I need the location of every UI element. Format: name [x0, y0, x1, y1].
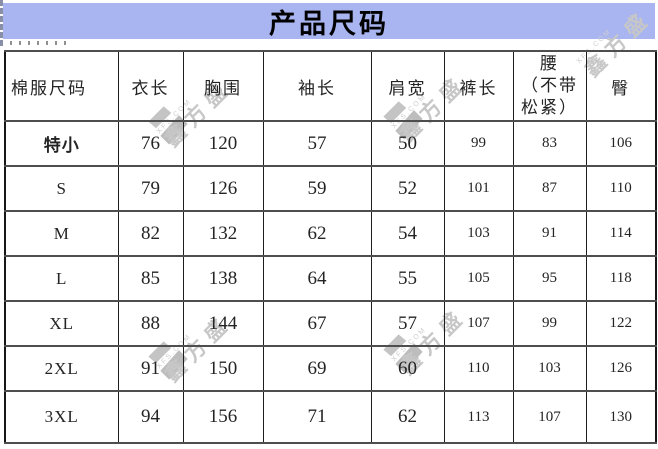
- crop-artifact: [10, 41, 68, 45]
- value-cell: 60: [370, 345, 445, 392]
- value-cell: 107: [512, 390, 587, 444]
- value-cell: 126: [585, 345, 657, 392]
- table-body: 特小 76 120 57 50 99 83 106 S 79 126 59 52 101 87 110 M 82 1…: [4, 120, 657, 444]
- value-cell: 54: [370, 210, 445, 257]
- size-label-cell: M: [4, 210, 119, 257]
- value-cell: 67: [262, 300, 372, 347]
- column-header: 裤长: [443, 50, 514, 122]
- size-label-cell: 3XL: [4, 390, 119, 444]
- value-cell: 69: [262, 345, 372, 392]
- column-header: 衣长: [117, 50, 184, 122]
- value-cell: 88: [117, 300, 184, 347]
- value-cell: 138: [182, 255, 264, 302]
- value-cell: 85: [117, 255, 184, 302]
- value-cell: 99: [512, 300, 587, 347]
- size-label-cell: L: [4, 255, 119, 302]
- value-cell: 62: [370, 390, 445, 444]
- value-cell: 103: [443, 210, 514, 257]
- value-cell: 105: [443, 255, 514, 302]
- value-cell: 79: [117, 165, 184, 212]
- table-row: S 79 126 59 52 101 87 110: [4, 165, 657, 212]
- column-header: 腰 （不带 松紧）: [512, 50, 587, 122]
- value-cell: 59: [262, 165, 372, 212]
- value-cell: 126: [182, 165, 264, 212]
- column-header: 臀: [585, 50, 657, 122]
- column-header: 袖长: [262, 50, 372, 122]
- size-label-cell: S: [4, 165, 119, 212]
- size-label-cell: 2XL: [4, 345, 119, 392]
- column-header: 肩宽: [370, 50, 445, 122]
- size-label-cell: 特小: [4, 120, 119, 167]
- value-cell: 99: [443, 120, 514, 167]
- value-cell: 57: [370, 300, 445, 347]
- value-cell: 76: [117, 120, 184, 167]
- value-cell: 94: [117, 390, 184, 444]
- title-banner: 产品尺码: [3, 3, 655, 39]
- value-cell: 91: [512, 210, 587, 257]
- column-header: 胸围: [182, 50, 264, 122]
- value-cell: 83: [512, 120, 587, 167]
- value-cell: 132: [182, 210, 264, 257]
- value-cell: 130: [585, 390, 657, 444]
- table-row: L 85 138 64 55 105 95 118: [4, 255, 657, 302]
- value-cell: 87: [512, 165, 587, 212]
- value-cell: 113: [443, 390, 514, 444]
- value-cell: 120: [182, 120, 264, 167]
- value-cell: 52: [370, 165, 445, 212]
- value-cell: 156: [182, 390, 264, 444]
- size-chart-table: 棉服尺码 衣长 胸围 袖长 肩宽 裤长腰 （不带 松紧）臀 特小 76 120 57 50 99 83…: [4, 50, 657, 444]
- value-cell: 144: [182, 300, 264, 347]
- value-cell: 114: [585, 210, 657, 257]
- value-cell: 57: [262, 120, 372, 167]
- value-cell: 110: [585, 165, 657, 212]
- table-row: 特小 76 120 57 50 99 83 106: [4, 120, 657, 167]
- value-cell: 122: [585, 300, 657, 347]
- value-cell: 107: [443, 300, 514, 347]
- value-cell: 55: [370, 255, 445, 302]
- value-cell: 64: [262, 255, 372, 302]
- value-cell: 110: [443, 345, 514, 392]
- column-header: 棉服尺码: [4, 50, 119, 122]
- value-cell: 71: [262, 390, 372, 444]
- table-row: M 82 132 62 54 103 91 114: [4, 210, 657, 257]
- value-cell: 150: [182, 345, 264, 392]
- left-dashed-edge: [0, 0, 3, 46]
- header-row: 棉服尺码 衣长 胸围 袖长 肩宽 裤长腰 （不带 松紧）臀: [4, 50, 657, 122]
- value-cell: 82: [117, 210, 184, 257]
- value-cell: 101: [443, 165, 514, 212]
- value-cell: 50: [370, 120, 445, 167]
- table-row: 2XL 91 150 69 60 110 103 126: [4, 345, 657, 392]
- page-title: 产品尺码: [269, 8, 389, 39]
- value-cell: 118: [585, 255, 657, 302]
- table-row: 3XL 94 156 71 62 113 107 130: [4, 390, 657, 444]
- value-cell: 91: [117, 345, 184, 392]
- value-cell: 103: [512, 345, 587, 392]
- value-cell: 95: [512, 255, 587, 302]
- value-cell: 106: [585, 120, 657, 167]
- value-cell: 62: [262, 210, 372, 257]
- size-label-cell: XL: [4, 300, 119, 347]
- table-row: XL 88 144 67 57 107 99 122: [4, 300, 657, 347]
